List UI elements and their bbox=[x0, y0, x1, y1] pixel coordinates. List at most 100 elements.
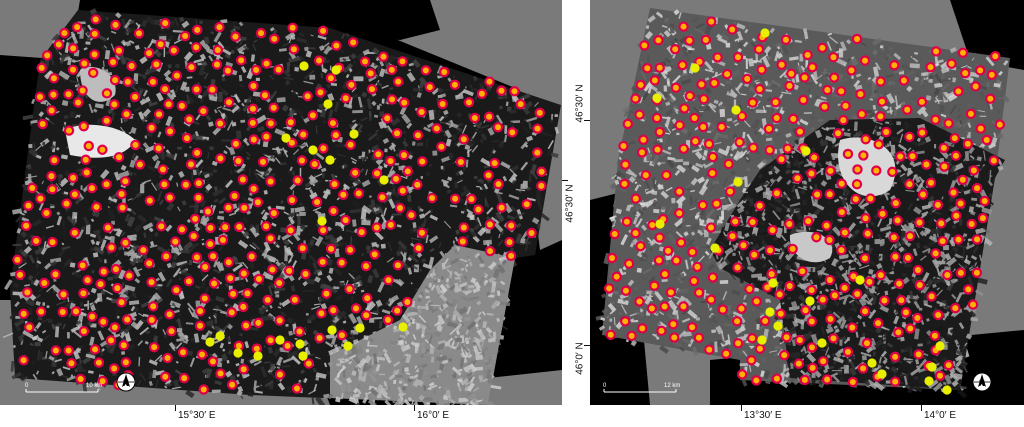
left-marker-center bbox=[79, 87, 86, 94]
right-marker-center bbox=[648, 305, 655, 312]
right-marker-center bbox=[764, 284, 771, 291]
left-bright-patch bbox=[65, 124, 135, 158]
right-x-tick-label-1: 13°30′ E bbox=[744, 410, 782, 421]
left-marker-center bbox=[319, 258, 326, 265]
right-marker-center bbox=[632, 95, 639, 102]
left-marker-center bbox=[269, 266, 276, 273]
left-yellow-marker bbox=[299, 61, 309, 71]
left-marker-center bbox=[389, 96, 396, 103]
left-marker-center bbox=[363, 312, 370, 319]
left-marker-center bbox=[534, 149, 541, 156]
left-marker-center bbox=[331, 181, 338, 188]
right-marker-center bbox=[799, 268, 806, 275]
left-marker-center bbox=[468, 195, 475, 202]
left-marker-center bbox=[26, 324, 33, 331]
left-marker-center bbox=[404, 299, 411, 306]
right-marker-center bbox=[889, 168, 896, 175]
left-marker-center bbox=[93, 203, 100, 210]
left-marker-center bbox=[33, 237, 40, 244]
right-marker-center bbox=[970, 167, 977, 174]
right-marker-center bbox=[708, 18, 715, 25]
right-marker-center bbox=[879, 210, 886, 217]
left-marker-center bbox=[192, 215, 199, 222]
right-marker-center bbox=[853, 181, 860, 188]
left-marker-center bbox=[74, 24, 81, 31]
left-marker-center bbox=[299, 245, 306, 252]
right-marker-center bbox=[987, 95, 994, 102]
left-marker-center bbox=[70, 66, 77, 73]
right-marker-center bbox=[852, 196, 859, 203]
right-marker-center bbox=[788, 70, 795, 77]
left-marker-center bbox=[80, 328, 87, 335]
left-marker-center bbox=[207, 224, 214, 231]
left-marker-center bbox=[358, 229, 365, 236]
left-marker-center bbox=[294, 177, 301, 184]
left-marker-center bbox=[338, 332, 345, 339]
right-marker-center bbox=[992, 53, 999, 60]
left-marker-center bbox=[320, 145, 327, 152]
right-yellow-marker bbox=[817, 338, 827, 348]
right-marker-center bbox=[827, 316, 834, 323]
right-marker-center bbox=[838, 209, 845, 216]
right-marker-center bbox=[786, 282, 793, 289]
left-marker-center bbox=[364, 295, 371, 302]
right-marker-center bbox=[864, 230, 871, 237]
right-marker-center bbox=[632, 230, 639, 237]
left-marker-center bbox=[99, 378, 106, 385]
right-marker-center bbox=[827, 167, 834, 174]
right-marker-center bbox=[732, 218, 739, 225]
right-marker-center bbox=[967, 110, 974, 117]
right-marker-center bbox=[762, 317, 769, 324]
right-marker-center bbox=[990, 157, 997, 164]
left-marker-center bbox=[122, 178, 129, 185]
left-marker-center bbox=[394, 262, 401, 269]
right-marker-center bbox=[778, 156, 785, 163]
left-marker-center bbox=[508, 222, 515, 229]
right-marker-center bbox=[623, 218, 630, 225]
right-marker-center bbox=[773, 114, 780, 121]
left-marker-center bbox=[318, 310, 325, 317]
left-marker-center bbox=[199, 351, 206, 358]
left-marker-center bbox=[153, 61, 160, 68]
left-marker-center bbox=[235, 158, 242, 165]
right-marker-center bbox=[830, 54, 837, 61]
left-yellow-marker bbox=[343, 341, 353, 351]
left-marker-center bbox=[400, 152, 407, 159]
left-marker-center bbox=[122, 239, 129, 246]
left-marker-center bbox=[180, 349, 187, 356]
left-marker-center bbox=[267, 120, 274, 127]
left-marker-center bbox=[226, 99, 233, 106]
right-marker-center bbox=[932, 116, 939, 123]
right-marker-center bbox=[877, 272, 884, 279]
left-yellow-marker bbox=[325, 155, 335, 165]
left-marker-center bbox=[24, 289, 31, 296]
right-marker-center bbox=[776, 291, 783, 298]
left-marker-center bbox=[79, 262, 86, 269]
left-marker-center bbox=[88, 185, 95, 192]
right-yellow-marker bbox=[927, 362, 937, 372]
left-marker-center bbox=[119, 204, 126, 211]
right-marker-center bbox=[734, 318, 741, 325]
right-marker-center bbox=[953, 212, 960, 219]
right-marker-center bbox=[906, 133, 913, 140]
right-marker-center bbox=[749, 99, 756, 106]
right-marker-center bbox=[945, 120, 952, 127]
left-marker-center bbox=[80, 290, 87, 297]
left-marker-center bbox=[451, 81, 458, 88]
right-marker-center bbox=[892, 253, 899, 260]
left-marker-center bbox=[146, 197, 153, 204]
left-marker-center bbox=[157, 41, 164, 48]
left-marker-center bbox=[267, 337, 274, 344]
right-marker-center bbox=[854, 35, 861, 42]
right-marker-center bbox=[919, 129, 926, 136]
left-marker-center bbox=[401, 99, 408, 106]
right-marker-center bbox=[906, 181, 913, 188]
left-marker-center bbox=[511, 88, 518, 95]
right-marker-center bbox=[977, 125, 984, 132]
right-marker-center bbox=[952, 152, 959, 159]
right-marker-center bbox=[811, 154, 818, 161]
left-marker-center bbox=[108, 337, 115, 344]
left-marker-center bbox=[59, 308, 66, 315]
left-marker-center bbox=[387, 221, 394, 228]
right-marker-center bbox=[632, 195, 639, 202]
